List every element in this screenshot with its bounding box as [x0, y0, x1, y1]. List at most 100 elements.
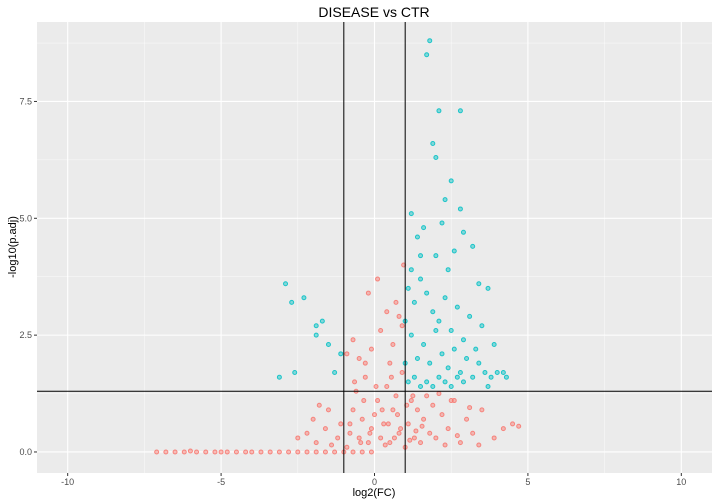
- data-point-not-significant: [347, 430, 353, 436]
- data-point-not-significant: [384, 309, 390, 315]
- data-point-not-significant: [430, 402, 436, 408]
- data-point-significant: [451, 248, 457, 254]
- data-point-significant: [313, 332, 319, 338]
- data-point-not-significant: [359, 449, 365, 455]
- data-point-significant: [439, 351, 445, 357]
- data-point-not-significant: [510, 421, 516, 427]
- data-point-not-significant: [361, 398, 367, 404]
- data-point-significant: [445, 365, 451, 371]
- data-point-not-significant: [316, 402, 322, 408]
- data-point-not-significant: [295, 449, 301, 455]
- data-point-not-significant: [382, 442, 388, 448]
- data-point-not-significant: [172, 449, 178, 455]
- data-point-not-significant: [286, 449, 292, 455]
- data-point-significant: [319, 318, 325, 324]
- data-point-not-significant: [399, 370, 405, 376]
- data-point-not-significant: [322, 449, 328, 455]
- x-axis-title: log2(FC): [353, 487, 396, 499]
- data-point-significant: [482, 370, 488, 376]
- data-point-not-significant: [411, 435, 417, 441]
- data-point-not-significant: [439, 412, 445, 418]
- data-point-not-significant: [491, 435, 497, 441]
- data-point-significant: [433, 253, 439, 259]
- data-point-significant: [405, 379, 411, 385]
- data-point-not-significant: [424, 393, 430, 399]
- grid-major: [37, 22, 712, 473]
- data-point-significant: [325, 341, 331, 347]
- data-point-significant: [460, 229, 466, 235]
- data-point-significant: [436, 374, 442, 380]
- data-point-not-significant: [304, 430, 310, 436]
- data-point-significant: [408, 211, 414, 217]
- x-tick-label: -10: [61, 477, 74, 487]
- data-point-not-significant: [365, 290, 371, 296]
- data-point-not-significant: [396, 430, 402, 436]
- data-point-significant: [445, 267, 451, 273]
- data-point-significant: [418, 253, 424, 259]
- data-point-not-significant: [329, 442, 335, 448]
- data-point-significant: [485, 384, 491, 390]
- data-point-not-significant: [467, 405, 473, 411]
- y-tick-label: 5.0: [19, 213, 32, 223]
- data-point-not-significant: [433, 435, 439, 441]
- data-point-not-significant: [310, 416, 316, 422]
- data-point-not-significant: [325, 407, 331, 413]
- data-point-not-significant: [454, 433, 460, 439]
- data-point-not-significant: [249, 449, 255, 455]
- data-point-significant: [439, 220, 445, 226]
- data-point-significant: [457, 108, 463, 114]
- data-point-significant: [301, 295, 307, 301]
- data-point-not-significant: [356, 435, 362, 441]
- data-point-not-significant: [154, 449, 160, 455]
- data-point-not-significant: [470, 430, 476, 436]
- data-point-not-significant: [405, 421, 411, 427]
- points-significant: [276, 38, 509, 390]
- data-point-not-significant: [413, 428, 419, 434]
- data-point-significant: [433, 327, 439, 333]
- data-point-significant: [430, 384, 436, 390]
- data-point-not-significant: [379, 407, 385, 413]
- data-point-significant: [430, 309, 436, 315]
- data-point-not-significant: [385, 421, 391, 427]
- data-point-significant: [476, 281, 482, 287]
- data-point-not-significant: [427, 430, 433, 436]
- y-axis-title: -log10(p.adj): [7, 216, 19, 278]
- data-point-significant: [488, 374, 494, 380]
- data-point-significant: [276, 374, 282, 380]
- data-point-not-significant: [313, 449, 319, 455]
- data-point-not-significant: [338, 421, 344, 427]
- data-point-not-significant: [313, 440, 319, 446]
- data-point-significant: [467, 313, 473, 319]
- data-point-not-significant: [393, 299, 399, 305]
- data-point-not-significant: [335, 435, 341, 441]
- data-point-significant: [421, 341, 427, 347]
- data-point-significant: [411, 374, 417, 380]
- data-point-not-significant: [267, 449, 273, 455]
- data-point-not-significant: [387, 440, 393, 446]
- data-point-not-significant: [233, 449, 239, 455]
- data-point-not-significant: [218, 449, 224, 455]
- data-point-not-significant: [390, 341, 396, 347]
- data-point-significant: [448, 327, 454, 333]
- data-point-significant: [491, 341, 497, 347]
- chart-title: DISEASE vs CTR: [318, 4, 429, 20]
- y-axis-ticks: 0.0 2.5 5.0 7.5: [19, 96, 37, 457]
- data-point-not-significant: [362, 360, 368, 366]
- data-point-significant: [408, 332, 414, 338]
- data-point-not-significant: [419, 423, 425, 429]
- data-point-not-significant: [276, 449, 282, 455]
- data-point-not-significant: [163, 449, 169, 455]
- data-point-not-significant: [356, 355, 362, 361]
- data-point-significant: [460, 337, 466, 343]
- data-point-not-significant: [398, 426, 404, 432]
- data-point-significant: [405, 285, 411, 291]
- data-point-not-significant: [407, 437, 413, 443]
- data-point-not-significant: [399, 323, 405, 329]
- data-point-not-significant: [358, 440, 364, 446]
- data-point-not-significant: [362, 374, 368, 380]
- data-point-significant: [289, 299, 295, 305]
- data-point-not-significant: [368, 449, 374, 455]
- data-point-not-significant: [372, 412, 377, 418]
- data-point-not-significant: [243, 449, 249, 455]
- data-point-not-significant: [384, 384, 390, 390]
